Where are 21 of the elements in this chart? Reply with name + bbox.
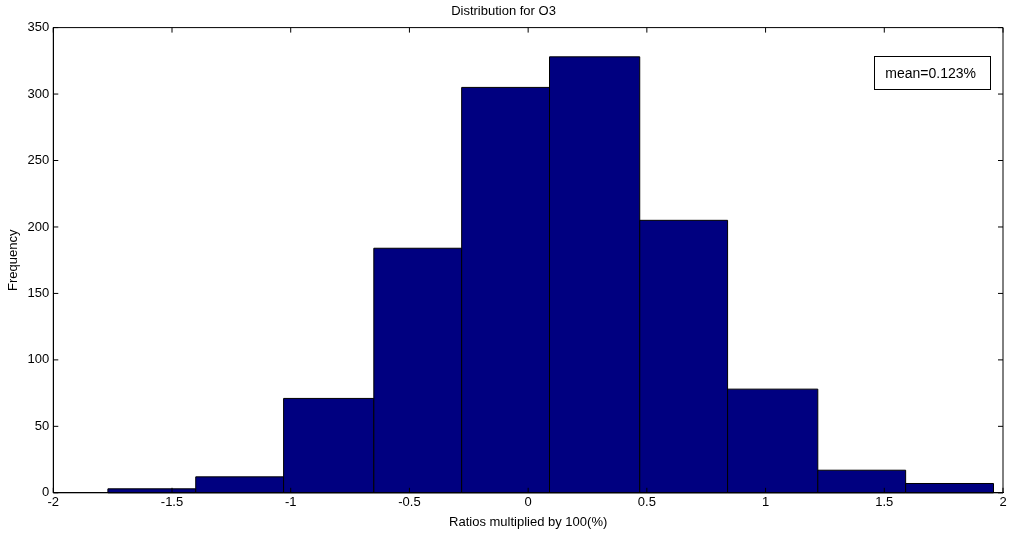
- chart-title: Distribution for O3: [451, 3, 556, 19]
- x-tick-label: -2: [47, 494, 60, 510]
- x-tick-label: 2: [999, 494, 1007, 510]
- y-tick-label: 300: [27, 85, 50, 101]
- y-tick-label: 0: [42, 484, 50, 500]
- y-axis-title: Frequency: [5, 228, 21, 291]
- x-tick-label: 1: [761, 494, 770, 510]
- x-tick-label: 0.5: [637, 494, 656, 510]
- x-axis-title: Ratios multiplied by 100(%): [449, 513, 608, 529]
- y-tick-label: 250: [27, 152, 50, 168]
- x-tick-label: -0.5: [398, 494, 421, 510]
- y-tick-label: 200: [27, 218, 50, 234]
- y-tick-label: 100: [27, 351, 50, 367]
- annotation: mean=0.123%: [874, 56, 991, 90]
- x-tick-label: 0: [524, 494, 532, 510]
- y-tick-label: 50: [34, 417, 50, 433]
- y-tick-label: 150: [27, 285, 50, 301]
- x-tick-label: -1: [284, 494, 297, 510]
- y-tick-label: 350: [27, 19, 50, 35]
- x-tick-label: 1.5: [875, 494, 894, 510]
- x-tick-label: -1.5: [160, 494, 184, 510]
